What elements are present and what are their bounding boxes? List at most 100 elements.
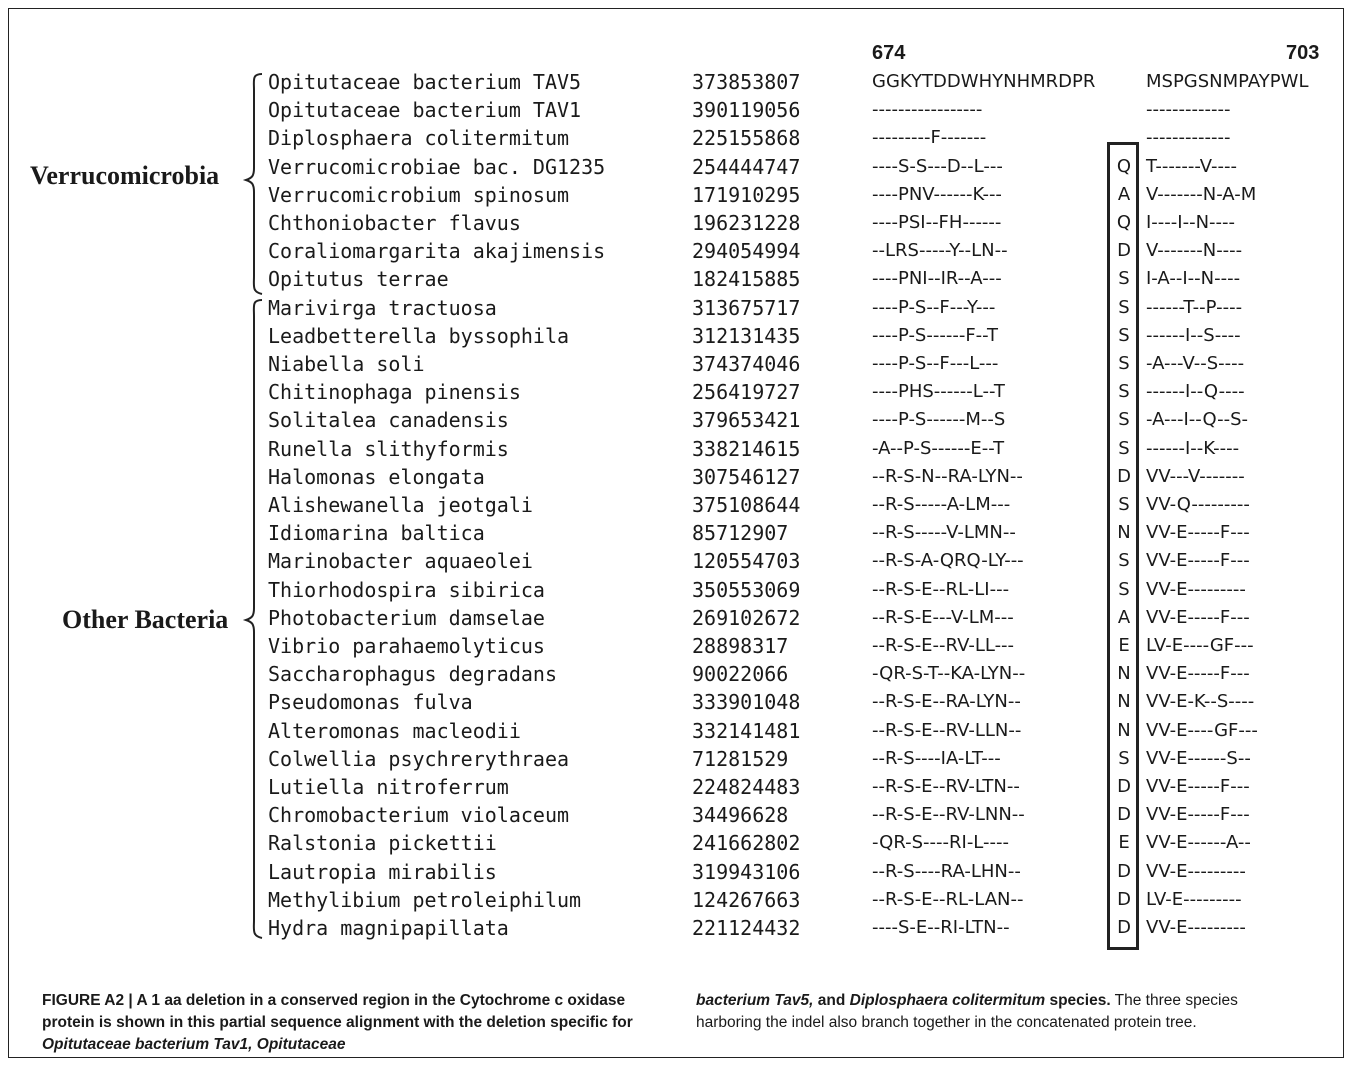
figure-frame [8,8,1344,1058]
accession-number: 241662802 [692,831,801,856]
sequence-left: --R-S-----V-LMN-- [872,522,1016,544]
deletion-residue: S [1118,409,1130,431]
sequence-left: -QR-S----RI-L---- [872,832,1010,854]
accession-number: 374374046 [692,352,801,376]
species-name: Leadbetterella byssophila [268,323,570,348]
deletion-residue: N [1117,691,1131,713]
position-start-label: 674 [872,42,906,64]
accession-number: 313675717 [692,295,801,320]
sequence-left: --R-S-E--RV-LNN-- [872,804,1025,826]
species-name: Niabella soli [268,352,425,376]
sequence-left: --R-S-E--RV-LTN-- [872,776,1020,797]
sequence-left: ----PNV------K--- [872,183,1002,205]
sequence-right: VV-E-----F--- [1146,776,1250,797]
sequence-left: ----PNI--IR--A--- [872,268,1002,290]
sequence-right: VV-E------S-- [1146,747,1251,769]
sequence-left: ----PHS------L--T [872,381,1005,403]
sequence-left: ----P-S------M--S [872,409,1006,431]
sequence-right: I----I--N---- [1146,212,1236,233]
deletion-residue: Q [1116,212,1132,233]
accession-number: 124267663 [692,887,801,912]
deletion-residue: D [1117,860,1131,882]
sequence-right: ------------- [1146,99,1231,121]
caption-left-text: FIGURE A2 | A 1 aa deletion in a conserv… [42,992,633,1031]
caption-right-italic-2: Diplosphaera colitermitum [849,992,1046,1009]
species-name: Lautropia mirabilis [268,859,497,884]
deletion-residue: S [1118,494,1130,515]
caption-right-text-2: species. [1045,992,1111,1009]
deletion-residue: S [1118,437,1130,459]
deletion-residue: D [1117,804,1131,826]
sequence-left: --R-S-A-QRQ-LY--- [872,550,1024,572]
caption-right-italic-1: bacterium Tav5, [696,992,814,1009]
sequence-left: ----P-S--F---L--- [872,353,999,374]
sequence-left: ----S-E--RI-LTN-- [872,917,1010,938]
deletion-residue: D [1117,888,1131,910]
sequence-right: VV-E-K--S---- [1146,691,1255,713]
sequence-right: T-------V---- [1146,155,1237,177]
species-name: Vibrio parahaemolyticus [268,634,545,658]
sequence-right: MSPGSNMPAYPWL [1146,71,1309,92]
caption-left: FIGURE A2 | A 1 aa deletion in a conserv… [42,990,642,1056]
species-name: Marinobacter aquaeolei [268,549,533,574]
deletion-residue: D [1117,465,1131,487]
accession-number: 171910295 [692,182,801,207]
sequence-right: ------I--S---- [1146,324,1241,346]
sequence-left: --R-S-E--RV-LL--- [872,635,1015,656]
deletion-residue [1110,124,1138,152]
sequence-left: --R-S-E--RV-LLN-- [872,719,1022,741]
accession-number: 390119056 [692,98,801,123]
sequence-right: VV-E--------- [1146,860,1246,882]
sequence-left: --R-S-N--RA-LYN-- [872,465,1023,487]
species-name: Opitutaceae bacterium TAV1 [268,98,582,123]
species-name: Opitutus terrae [268,267,449,292]
deletion-residue: A [1117,606,1131,628]
deletion-residue: E [1118,635,1130,656]
sequence-left: --R-S-E--RL-LAN-- [872,888,1024,910]
sequence-left: --LRS-----Y--LN-- [872,240,1008,262]
sequence-left: ----------------- [872,99,983,121]
species-name: Chitinophaga pinensis [268,380,521,405]
sequence-left: --R-S-E--RA-LYN-- [872,691,1021,713]
sequence-left: GGKYTDDWHYNHMRDPR [872,71,1096,92]
deletion-residue: S [1118,578,1130,600]
accession-number: 269102672 [692,605,801,630]
sequence-right: VV-E-----F--- [1146,804,1250,826]
sequence-left: ----PSI--FH------ [872,212,1002,233]
accession-number: 375108644 [692,493,801,517]
caption-right-text-3: The three species harboring the indel al… [696,992,1238,1031]
deletion-residue [1110,96,1138,124]
species-name: Photobacterium damselae [268,605,545,630]
deletion-residue: D [1117,776,1131,797]
sequence-right: VV-E--------- [1146,917,1246,938]
accession-number: 319943106 [692,859,801,884]
sequence-right: V-------N---- [1146,240,1243,262]
accession-number: 332141481 [692,718,801,743]
sequence-right: ------I--K---- [1146,437,1240,459]
accession-number: 224824483 [692,775,801,799]
sequence-right: VV-E------A-- [1146,832,1251,854]
sequence-left: --R-S-----A-LM--- [872,494,1011,515]
accession-number: 225155868 [692,126,801,151]
sequence-right: ------I--Q---- [1146,381,1245,403]
accession-number: 182415885 [692,267,801,292]
accession-number: 294054994 [692,239,801,264]
accession-number: 373853807 [692,70,801,94]
species-name: Alishewanella jeotgali [268,493,533,517]
accession-number: 256419727 [692,380,801,405]
species-name: Solitalea canadensis [268,408,509,433]
species-name: Opitutaceae bacterium TAV5 [268,70,582,94]
sequence-right: -A---V--S---- [1146,353,1245,374]
sequence-right: I-A--I--N---- [1146,268,1241,290]
deletion-residue: S [1118,296,1130,318]
species-name: Alteromonas macleodii [268,718,521,743]
sequence-right: VV-E-----F--- [1146,663,1250,685]
accession-number: 28898317 [692,634,789,658]
deletion-residue: D [1117,917,1131,938]
verrucomicrobia-brace [242,73,263,295]
deletion-residue: S [1118,747,1130,769]
species-name: Colwellia psychrerythraea [268,746,570,771]
sequence-right: -A---I--Q--S- [1146,409,1249,431]
deletion-residue: S [1118,550,1130,572]
accession-number: 379653421 [692,408,801,433]
